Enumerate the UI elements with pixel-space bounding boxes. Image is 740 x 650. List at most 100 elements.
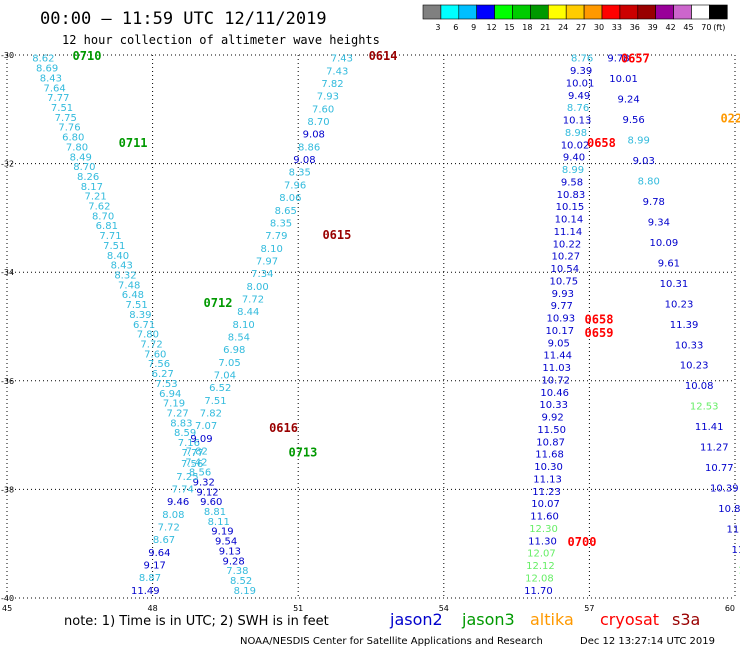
wave-height-point: 9.12	[196, 487, 218, 498]
wave-height-point: 9.39	[570, 66, 592, 77]
colorbar-swatch	[565, 4, 585, 20]
wave-height-point: 8.70	[92, 211, 114, 222]
colorbar-label: 70	[701, 23, 711, 32]
colorbar-swatch	[583, 4, 603, 20]
satellite-legend-jason2: jason2	[389, 610, 443, 629]
wave-height-point: 10.54	[551, 264, 580, 275]
colorbar-swatch	[458, 4, 477, 20]
wave-height-point: 7.72	[158, 523, 180, 534]
wave-height-point: 11.44	[543, 351, 572, 362]
wave-height-point: 8.80	[638, 177, 660, 188]
wave-height-point: 11.27	[700, 443, 729, 454]
wave-height-point: 10.30	[534, 462, 563, 473]
chart-title: 00:00 – 11:59 UTC 12/11/2019	[40, 9, 327, 29]
render-timestamp: Dec 12 13:27:14 UTC 2019	[580, 636, 715, 647]
y-tick-label: -36	[1, 377, 14, 386]
wave-height-point: 10.17	[545, 326, 574, 337]
wave-height-point: 11.39	[670, 320, 699, 331]
wave-height-point: 9.13	[219, 546, 241, 557]
wave-height-point: 11.30	[528, 536, 557, 547]
wave-height-point: 8.83	[170, 418, 192, 429]
wave-height-point: 10.02	[561, 140, 590, 151]
wave-height-point: 7.80	[137, 330, 159, 341]
satellite-legend-s3a: s3a	[672, 610, 700, 629]
wave-height-point: 7.80	[66, 142, 88, 153]
wave-height-point: 8.35	[289, 168, 311, 179]
wave-height-point: 6.80	[62, 133, 84, 144]
wave-height-point: 7.51	[103, 241, 125, 252]
wave-height-point: 7.56	[148, 359, 170, 370]
wave-height-point: 9.08	[293, 155, 315, 166]
colorbar-label: 12	[487, 23, 497, 32]
colorbar-label: 24	[558, 23, 568, 32]
wave-height-point: 10.72	[541, 375, 570, 386]
wave-height-point: 10.77	[705, 463, 734, 474]
wave-height-point: 8.56	[189, 468, 211, 479]
wave-height-point: 7.51	[204, 396, 226, 407]
wave-height-point: 8.26	[77, 172, 99, 183]
wave-height-point: 11.60	[530, 512, 559, 523]
wave-height-point: 10.8	[718, 504, 740, 515]
y-tick-label: -30	[1, 51, 14, 60]
wave-height-point: 11.49	[131, 586, 160, 597]
wave-height-point: 8.06	[279, 193, 301, 204]
wave-height-point: 10.23	[680, 361, 709, 372]
wave-height-point: 7.82	[186, 446, 208, 457]
wave-height-point: 10.14	[555, 215, 584, 226]
wave-height-point: 11.03	[542, 363, 571, 374]
wave-height-point: 7.43	[331, 54, 353, 65]
wave-height-point: 9.09	[190, 434, 212, 445]
wave-height-point: 6.48	[122, 290, 144, 301]
wave-height-point: 9.46	[167, 497, 189, 508]
wave-height-point: 7.62	[88, 202, 110, 213]
pass-time-label: 0659	[585, 326, 614, 340]
wave-height-point: 7.48	[118, 280, 140, 291]
wave-height-point: 8.10	[261, 244, 283, 255]
y-tick-labels: -30 -32 -34 -36 -38 -40	[1, 51, 14, 603]
wave-height-point: 9.61	[658, 258, 680, 269]
wave-height-point: 8.43	[40, 73, 62, 84]
wave-height-point: 7.77	[47, 93, 69, 104]
wave-height-point: 7.93	[317, 92, 339, 103]
wave-height-point: 7.76	[58, 123, 80, 134]
pass-time-label: 0616	[269, 421, 298, 435]
colorbar-swatch	[655, 4, 674, 20]
chart-subtitle: 12 hour collection of altimeter wave hei…	[62, 33, 380, 47]
y-tick-label: -32	[1, 160, 14, 169]
wave-height-point: 10.33	[539, 400, 568, 411]
wave-height-point: 9.28	[222, 556, 244, 567]
wave-height-point: 10.09	[650, 238, 679, 249]
wave-height-point: 9.24	[617, 95, 639, 106]
colorbar-swatch	[476, 4, 495, 20]
pass-annotations: 0710 0711 0712 0713 0614 0615 0616 0657 0658 0658…	[73, 49, 740, 549]
wave-height-point: 9.08	[303, 130, 325, 141]
wave-height-point: 6.27	[152, 369, 174, 380]
wave-height-point: 7.51	[51, 103, 73, 114]
colorbar-swatch	[494, 4, 513, 20]
wave-height-point: 8.19	[234, 586, 256, 597]
wave-height-point: 12	[738, 565, 740, 576]
x-tick-label: 54	[439, 604, 449, 613]
wave-height-point: 8.81	[204, 507, 226, 518]
colorbar-label: 39	[648, 23, 658, 32]
wave-height-point: 8.86	[298, 142, 320, 153]
wave-height-point: 11.41	[695, 422, 724, 433]
colorbar-label: (ft)	[713, 23, 725, 32]
wave-height-point: 7.75	[55, 113, 77, 124]
pass-time-label: 0713	[288, 445, 317, 459]
wave-height-point: 7.16	[178, 438, 200, 449]
wave-height-point: 7.60	[312, 104, 334, 115]
colorbar-label: 42	[666, 23, 676, 32]
wave-height-point: 9.54	[215, 537, 237, 548]
satellite-legend-jason3: jason3	[461, 610, 515, 629]
satellite-legend-cryosat: cryosat	[600, 610, 659, 629]
colorbar-label: 45	[683, 23, 693, 32]
wave-height-point: 7.60	[144, 349, 166, 360]
colorbar-swatch	[691, 4, 710, 20]
wave-height-point: 8.54	[228, 332, 250, 343]
wave-height-point: 8.62	[32, 54, 54, 65]
wave-height-point: 6.52	[209, 383, 231, 394]
data-points: 8.628.698.437.647.777.517.757.766.807.80…	[32, 54, 740, 597]
wave-height-point: 10.22	[553, 239, 582, 250]
wave-height-point: 10.33	[675, 340, 704, 351]
